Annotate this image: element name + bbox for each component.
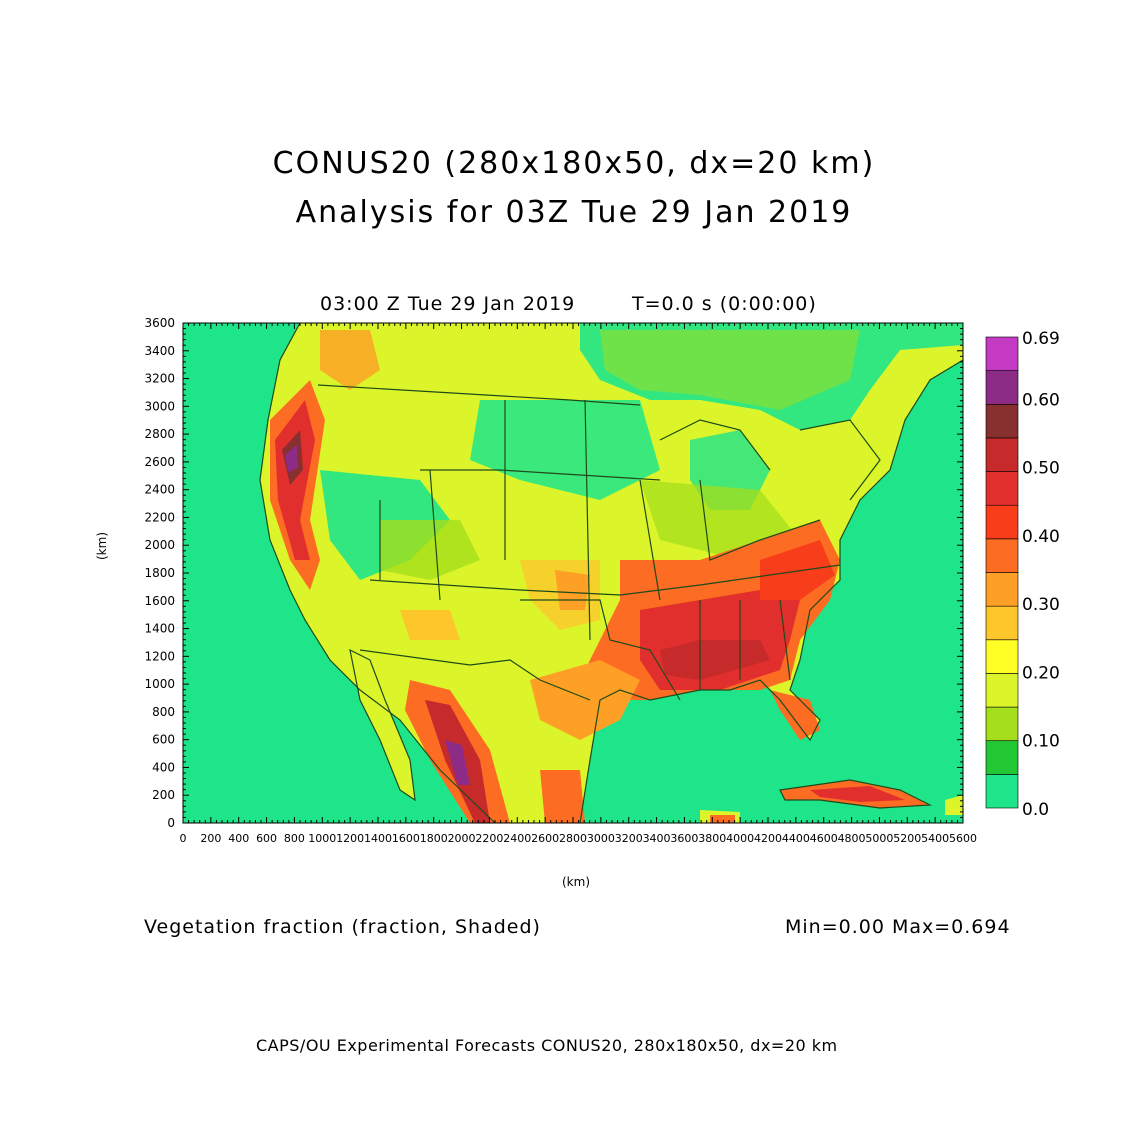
x-tick-labels: 0 200 400 600 800 1000 1200 1400 1600 1800 2000 220… bbox=[180, 832, 978, 845]
colorbar-label: 0.40 bbox=[1022, 527, 1060, 547]
colorbar-labels: 0.0 0.10 0.20 0.30 0.40 0.50 0.60 0.69 bbox=[1022, 329, 1060, 820]
x-tick-label: 2600 bbox=[531, 832, 559, 845]
colorbar-label: 0.30 bbox=[1022, 595, 1060, 615]
colorbar-label: 0.60 bbox=[1022, 390, 1060, 410]
y-tick-label: 3600 bbox=[144, 316, 175, 330]
x-tick-label: 4200 bbox=[754, 832, 782, 845]
x-tick-label: 4400 bbox=[782, 832, 810, 845]
x-tick-label: 3400 bbox=[643, 832, 671, 845]
field-name: Vegetation fraction (fraction, Shaded) bbox=[144, 916, 541, 938]
y-tick-label: 1400 bbox=[144, 622, 175, 636]
colorbar-swatch bbox=[985, 572, 1019, 607]
x-tick-label: 5400 bbox=[921, 832, 949, 845]
plains-green bbox=[470, 400, 660, 500]
y-tick-label: 3000 bbox=[144, 399, 175, 413]
x-tick-label: 2200 bbox=[475, 832, 503, 845]
colorbar-swatch bbox=[985, 774, 1019, 809]
colorbar-swatch bbox=[985, 673, 1019, 708]
colorbar-label: 0.50 bbox=[1022, 459, 1060, 479]
colorbar-swatch bbox=[985, 336, 1019, 371]
y-tick-label: 600 bbox=[152, 733, 175, 747]
axis-ticks bbox=[182, 322, 964, 824]
x-tick-label: 3800 bbox=[698, 832, 726, 845]
x-tick-label: 5200 bbox=[893, 832, 921, 845]
x-tick-label: 0 bbox=[180, 832, 187, 845]
political-boundaries bbox=[259, 323, 963, 823]
x-tick-label: 1000 bbox=[308, 832, 336, 845]
y-tick-label: 2400 bbox=[144, 483, 175, 497]
field-stats: Min=0.00 Max=0.694 bbox=[785, 916, 1011, 938]
colorbar-label: 0.69 bbox=[1022, 329, 1060, 349]
time-step: T=0.0 s (0:00:00) bbox=[632, 293, 817, 315]
y-tick-label: 1000 bbox=[144, 677, 175, 691]
x-tick-label: 5000 bbox=[865, 832, 893, 845]
y-tick-label: 3200 bbox=[144, 372, 175, 386]
colorbar-swatch bbox=[985, 370, 1019, 405]
x-tick-label: 3000 bbox=[587, 832, 615, 845]
y-tick-label: 1200 bbox=[144, 649, 175, 663]
x-tick-label: 600 bbox=[256, 832, 277, 845]
y-tick-label: 200 bbox=[152, 788, 175, 802]
x-tick-label: 4000 bbox=[726, 832, 754, 845]
map-title-line1: CONUS20 (280x180x50, dx=20 km) bbox=[272, 146, 876, 181]
x-tick-label: 1200 bbox=[336, 832, 364, 845]
x-tick-label: 2400 bbox=[503, 832, 531, 845]
colorbar bbox=[985, 336, 1019, 809]
colorbar-swatch bbox=[985, 504, 1019, 540]
y-tick-labels: 0 200 400 600 800 1000 1200 1400 1600 1800 2000 220… bbox=[144, 316, 175, 830]
baja-land bbox=[350, 650, 415, 800]
valid-time: 03:00 Z Tue 29 Jan 2019 bbox=[320, 293, 576, 315]
y-tick-label: 1600 bbox=[144, 594, 175, 608]
y-tick-label: 2000 bbox=[144, 538, 175, 552]
y-tick-label: 2200 bbox=[144, 510, 175, 524]
footer-credit: CAPS/OU Experimental Forecasts CONUS20, … bbox=[256, 1036, 838, 1055]
colorbar-swatch bbox=[985, 740, 1019, 775]
x-tick-label: 3600 bbox=[670, 832, 698, 845]
x-tick-label: 1400 bbox=[364, 832, 392, 845]
y-tick-label: 800 bbox=[152, 705, 175, 719]
x-axis-label: (km) bbox=[562, 875, 591, 889]
colorbar-swatch bbox=[985, 538, 1019, 573]
colorbar-label: 0.20 bbox=[1022, 663, 1060, 683]
colorbar-swatch bbox=[985, 471, 1019, 506]
x-tick-label: 2800 bbox=[559, 832, 587, 845]
y-tick-label: 3400 bbox=[144, 344, 175, 358]
colorbar-swatch bbox=[985, 403, 1019, 439]
y-tick-label: 1800 bbox=[144, 566, 175, 580]
x-tick-label: 3200 bbox=[615, 832, 643, 845]
y-tick-label: 400 bbox=[152, 760, 175, 774]
y-axis-label: (km) bbox=[95, 531, 109, 560]
vegetation-map bbox=[183, 323, 963, 823]
x-tick-label: 4600 bbox=[810, 832, 838, 845]
y-tick-label: 2600 bbox=[144, 455, 175, 469]
map-title-line2: Analysis for 03Z Tue 29 Jan 2019 bbox=[295, 195, 853, 230]
x-tick-label: 2000 bbox=[448, 832, 476, 845]
colorbar-label: 0.10 bbox=[1022, 732, 1060, 752]
y-tick-label: 2800 bbox=[144, 427, 175, 441]
y-tick-label: 0 bbox=[167, 816, 175, 830]
colorbar-swatch bbox=[985, 437, 1019, 472]
colorbar-swatch bbox=[985, 639, 1019, 674]
x-tick-label: 200 bbox=[200, 832, 221, 845]
x-tick-label: 1800 bbox=[420, 832, 448, 845]
colorbar-label: 0.0 bbox=[1022, 800, 1049, 820]
x-tick-label: 400 bbox=[228, 832, 249, 845]
x-tick-label: 4800 bbox=[838, 832, 866, 845]
x-tick-label: 1600 bbox=[392, 832, 420, 845]
colorbar-swatch bbox=[985, 605, 1019, 641]
colorbar-swatch bbox=[985, 706, 1019, 742]
x-tick-label: 5600 bbox=[949, 832, 977, 845]
x-tick-label: 800 bbox=[284, 832, 305, 845]
